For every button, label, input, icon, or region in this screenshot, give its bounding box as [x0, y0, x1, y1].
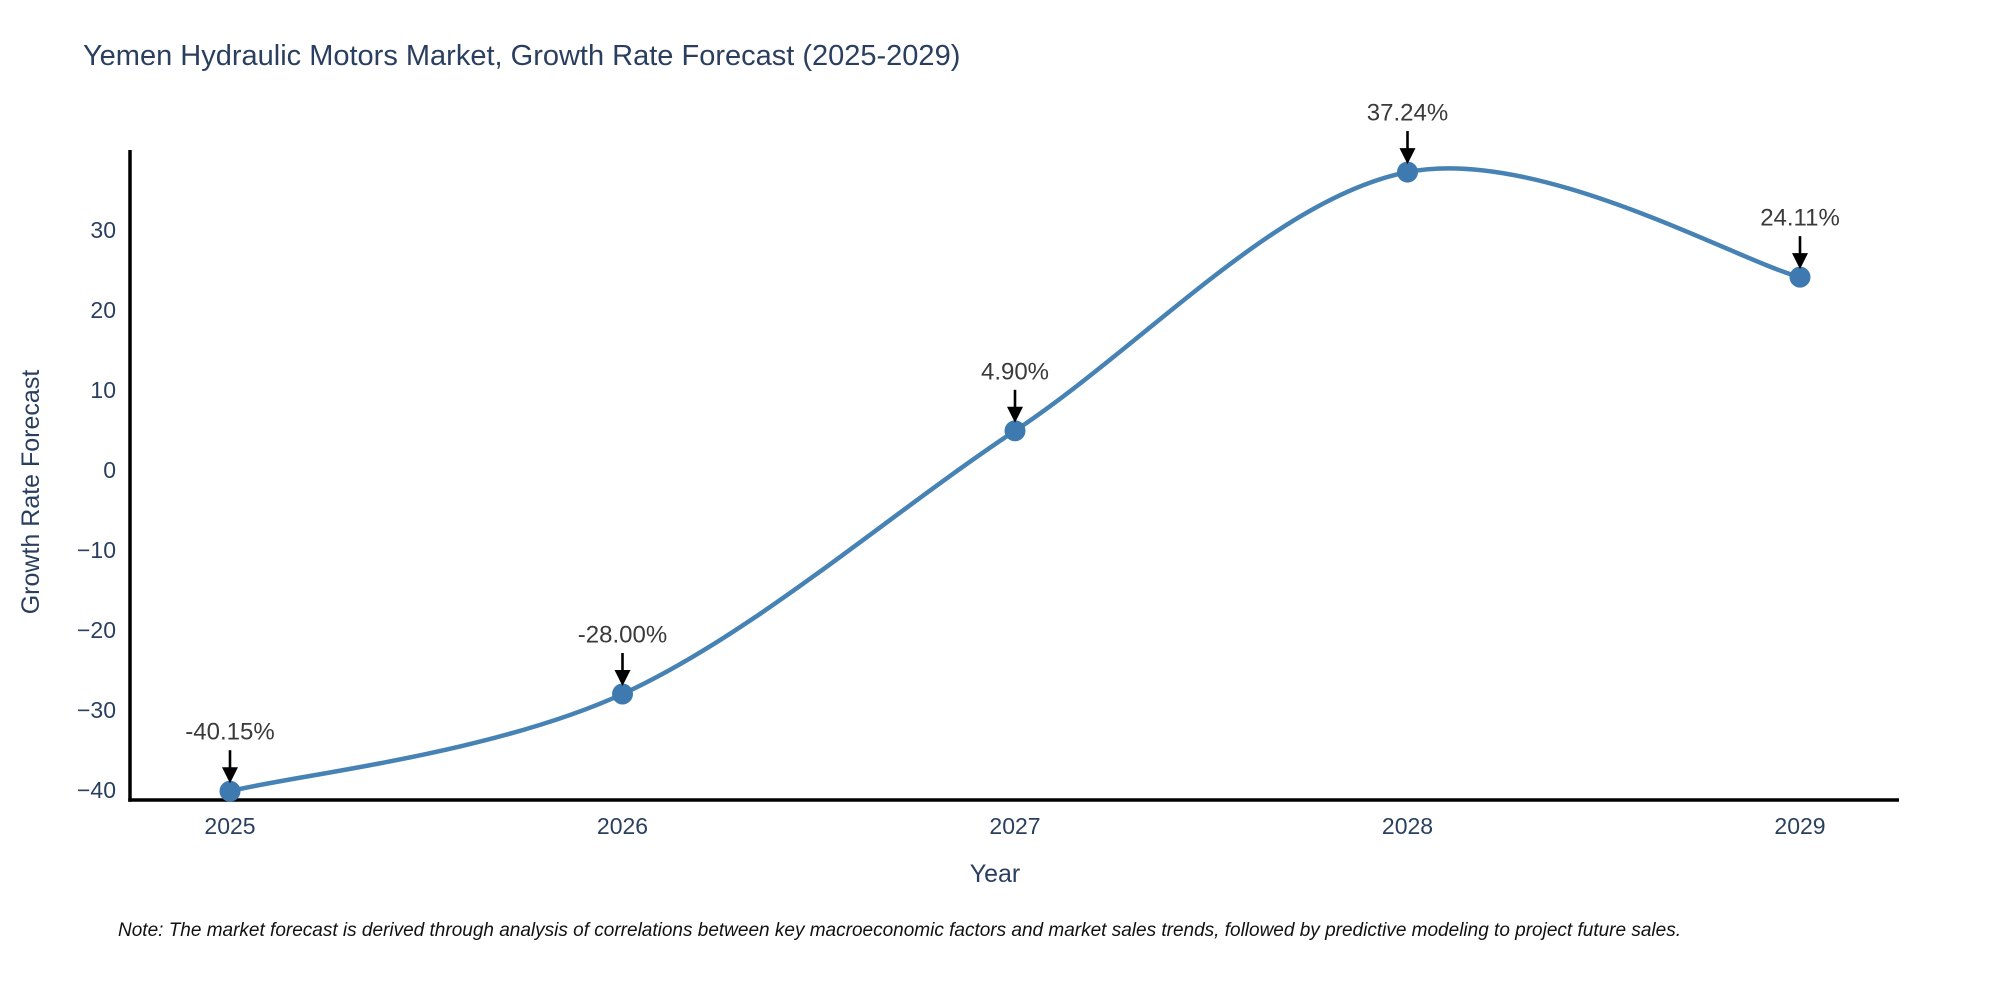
annotation-label: 24.11% — [1760, 205, 1840, 232]
series-line — [227, 166, 1803, 794]
y-tick-label: 0 — [103, 457, 116, 483]
data-point-marker — [1789, 266, 1811, 288]
x-tick-label: 2027 — [989, 813, 1040, 839]
annotation-label: 37.24% — [1367, 100, 1448, 127]
y-tick-label: −20 — [77, 617, 116, 643]
x-tick-label: 2029 — [1774, 813, 1825, 839]
annotation-label: -40.15% — [185, 719, 274, 746]
annotation-arrowhead-icon — [1792, 253, 1808, 270]
data-point-marker — [1397, 161, 1418, 183]
data-point-marker — [1004, 420, 1026, 442]
growth-rate-curve — [227, 166, 1803, 794]
annotation-arrowhead-icon — [1007, 406, 1023, 423]
y-axis-title: Growth Rate Forecast — [17, 369, 45, 615]
x-tick-labels: 2025 2026 2027 2028 2029 — [204, 813, 1825, 839]
annotation-arrowhead-icon — [222, 767, 238, 784]
y-tick-label: 20 — [90, 297, 116, 323]
annotation-label: -28.00% — [578, 622, 667, 649]
data-point-annotations: -40.15% -28.00% 4.90% 37.24% 24.11% — [185, 100, 1840, 784]
x-tick-label: 2026 — [597, 813, 648, 839]
annotation-label: 4.90% — [981, 358, 1049, 385]
x-tick-label: 2028 — [1382, 813, 1433, 839]
data-point-markers — [219, 161, 1811, 802]
y-tick-label: −40 — [77, 777, 116, 803]
x-axis-title: Year — [969, 860, 1021, 888]
y-tick-label: 10 — [90, 377, 116, 403]
annotation-arrowhead-icon — [1399, 148, 1416, 165]
y-tick-label: −30 — [77, 697, 116, 723]
chart-footnote: Note: The market forecast is derived thr… — [118, 920, 1681, 941]
y-tick-label: 30 — [90, 217, 116, 243]
chart-title: Yemen Hydraulic Motors Market, Growth Ra… — [83, 40, 961, 72]
y-tick-label: −10 — [77, 537, 116, 563]
data-point-marker — [219, 780, 241, 802]
y-tick-labels: 30 20 10 0 −10 −20 −30 −40 — [77, 217, 116, 803]
data-point-marker — [612, 683, 633, 705]
annotation-arrowhead-icon — [614, 670, 631, 686]
x-tick-label: 2025 — [204, 813, 255, 839]
